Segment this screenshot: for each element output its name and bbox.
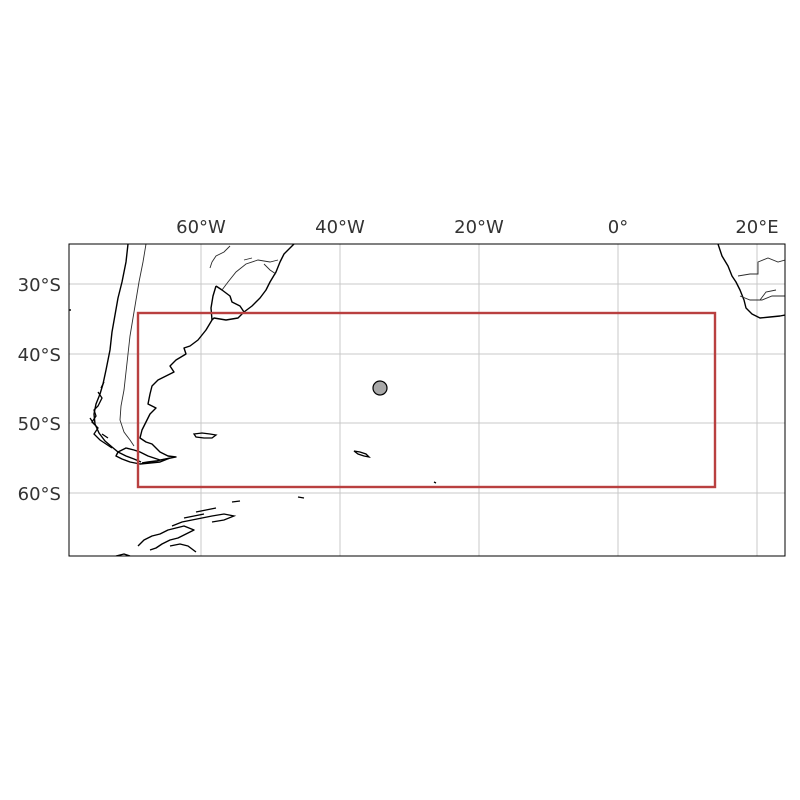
lon-label: 40°W (315, 217, 365, 238)
lat-label: 50°S (18, 414, 61, 435)
chile-archipelago (89, 381, 113, 449)
graticule (69, 244, 785, 556)
lat-labels: 30°S 40°S 50°S 60°S (18, 275, 61, 505)
lon-label: 20°E (735, 217, 778, 238)
lon-label: 0° (608, 217, 628, 238)
brazil-south-coast (243, 244, 295, 313)
africa-west-coast (717, 244, 785, 319)
site-marker (372, 380, 388, 396)
lat-label: 60°S (18, 484, 61, 505)
falkland-islands (192, 432, 218, 439)
south-sandwich-islands (433, 481, 437, 484)
argentina-north-border (209, 245, 231, 269)
lon-label: 60°W (176, 217, 226, 238)
map-frame (68, 243, 786, 557)
namibia-border (737, 257, 785, 301)
south-orkney-islands (297, 496, 305, 499)
lat-label: 30°S (18, 275, 61, 296)
region-box (136, 311, 717, 489)
tierra-del-fuego (115, 447, 171, 465)
chile-pacific-coast (93, 244, 142, 463)
argentina-atlantic-coast (139, 319, 213, 464)
coastlines (69, 244, 785, 556)
lon-label: 20°W (454, 217, 504, 238)
antarctic-peninsula (115, 525, 197, 556)
lat-label: 40°S (18, 345, 61, 366)
andes-border (119, 244, 147, 447)
south-georgia (353, 450, 371, 459)
lon-labels: 60°W 40°W 20°W 0° 20°E (176, 217, 778, 238)
south-shetland-islands (171, 500, 241, 527)
rio-de-la-plata-coast (210, 285, 245, 321)
uruguay-brazil-border (221, 257, 279, 291)
